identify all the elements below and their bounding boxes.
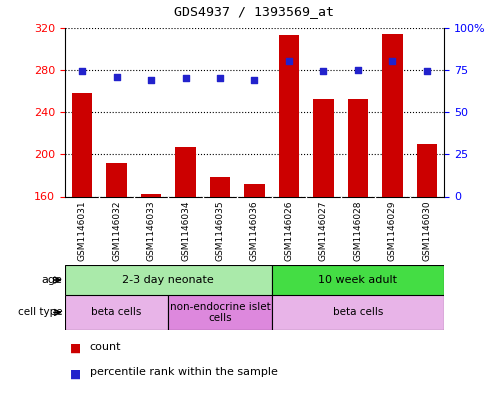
Text: ■: ■ bbox=[70, 342, 81, 355]
Text: GSM1146029: GSM1146029 bbox=[388, 201, 397, 261]
Text: cell type: cell type bbox=[18, 307, 62, 318]
Point bbox=[182, 75, 190, 81]
Bar bbox=[244, 184, 265, 196]
Bar bbox=[348, 99, 368, 196]
Point bbox=[78, 68, 86, 75]
Bar bbox=[313, 99, 334, 196]
Text: GSM1146027: GSM1146027 bbox=[319, 201, 328, 261]
Bar bbox=[272, 295, 444, 330]
Bar bbox=[278, 35, 299, 197]
Point bbox=[354, 66, 362, 73]
Point bbox=[423, 68, 431, 75]
Bar bbox=[168, 295, 272, 330]
Text: GSM1146026: GSM1146026 bbox=[284, 201, 293, 261]
Text: beta cells: beta cells bbox=[91, 307, 142, 318]
Bar bbox=[417, 144, 437, 196]
Text: GSM1146036: GSM1146036 bbox=[250, 200, 259, 261]
Bar bbox=[382, 34, 403, 197]
Text: GSM1146035: GSM1146035 bbox=[216, 200, 225, 261]
Point bbox=[319, 68, 327, 75]
Bar bbox=[175, 147, 196, 196]
Text: GSM1146032: GSM1146032 bbox=[112, 201, 121, 261]
Text: 10 week adult: 10 week adult bbox=[318, 275, 397, 285]
Point bbox=[216, 75, 224, 81]
Text: percentile rank within the sample: percentile rank within the sample bbox=[90, 367, 278, 377]
Text: ■: ■ bbox=[70, 367, 81, 380]
Text: GSM1146034: GSM1146034 bbox=[181, 201, 190, 261]
Text: non-endocrine islet
cells: non-endocrine islet cells bbox=[170, 302, 270, 323]
Point bbox=[285, 58, 293, 64]
Bar bbox=[141, 195, 161, 196]
Text: GSM1146028: GSM1146028 bbox=[353, 201, 362, 261]
Text: GSM1146033: GSM1146033 bbox=[147, 200, 156, 261]
Bar bbox=[106, 163, 127, 196]
Text: GDS4937 / 1393569_at: GDS4937 / 1393569_at bbox=[175, 5, 334, 18]
Text: 2-3 day neonate: 2-3 day neonate bbox=[122, 275, 214, 285]
Text: count: count bbox=[90, 342, 121, 352]
Bar bbox=[210, 178, 231, 196]
Text: GSM1146031: GSM1146031 bbox=[78, 200, 87, 261]
Point bbox=[388, 58, 396, 64]
Point bbox=[113, 73, 121, 80]
Bar bbox=[65, 295, 168, 330]
Bar bbox=[65, 265, 272, 295]
Point bbox=[147, 77, 155, 83]
Text: GSM1146030: GSM1146030 bbox=[422, 200, 431, 261]
Text: beta cells: beta cells bbox=[333, 307, 383, 318]
Bar bbox=[272, 265, 444, 295]
Bar bbox=[72, 93, 92, 196]
Text: age: age bbox=[41, 275, 62, 285]
Point bbox=[250, 77, 258, 83]
